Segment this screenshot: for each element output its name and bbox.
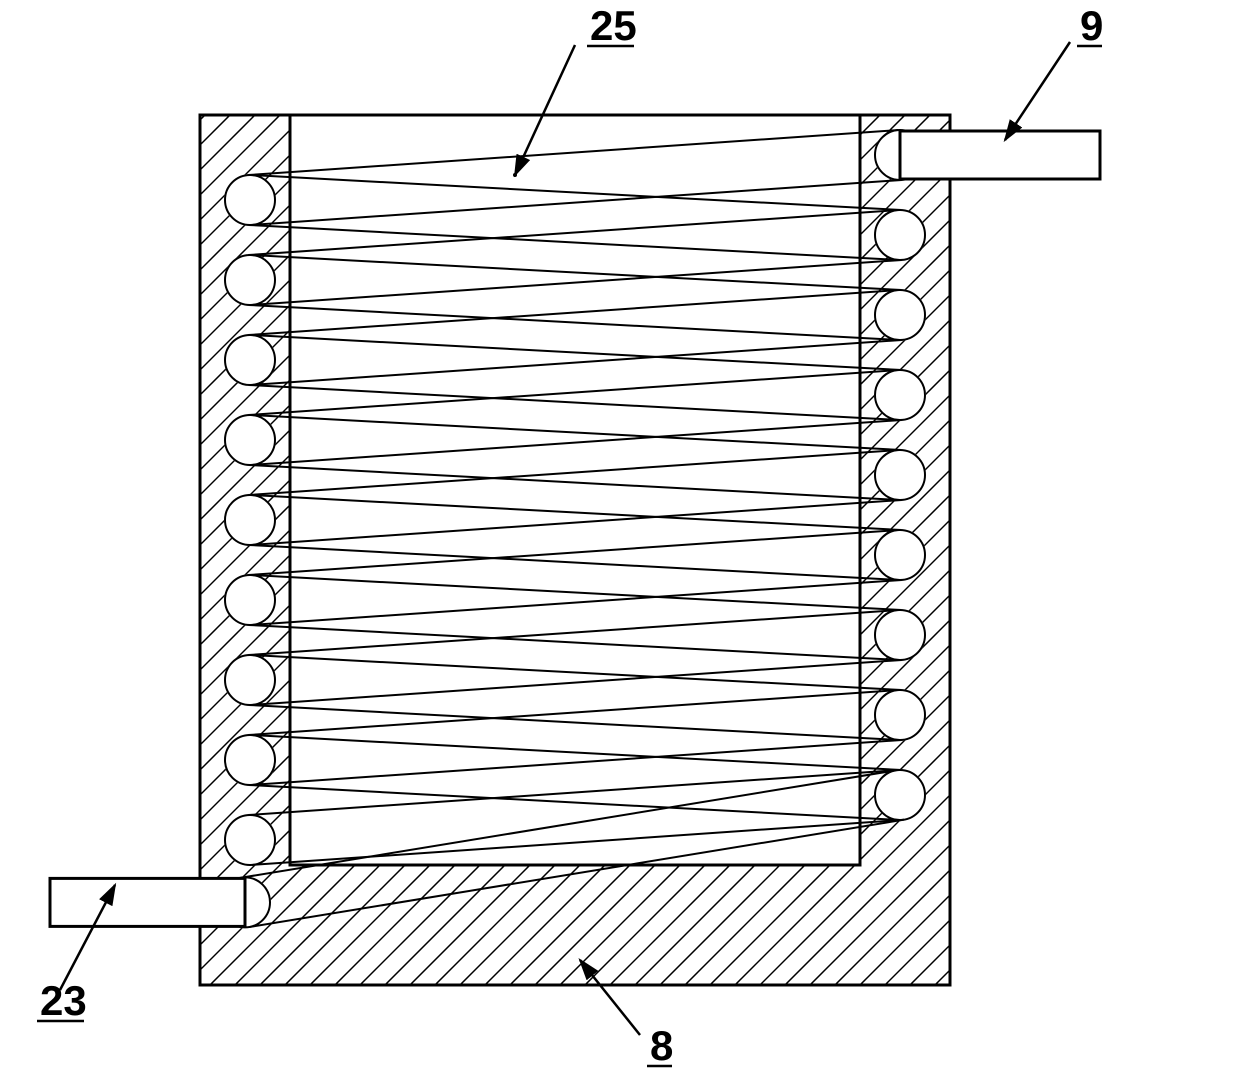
svg-text:25: 25	[590, 2, 637, 49]
label-9: 9	[1005, 2, 1103, 140]
technical-diagram: 25 9 23 8	[0, 0, 1240, 1080]
coil-layer	[219, 129, 926, 928]
svg-text:9: 9	[1080, 2, 1103, 49]
label-8: 8	[580, 960, 673, 1069]
outline-layer	[200, 115, 950, 985]
pipes-layer	[50, 115, 1100, 985]
svg-text:23: 23	[40, 977, 87, 1024]
svg-text:8: 8	[650, 1022, 673, 1069]
